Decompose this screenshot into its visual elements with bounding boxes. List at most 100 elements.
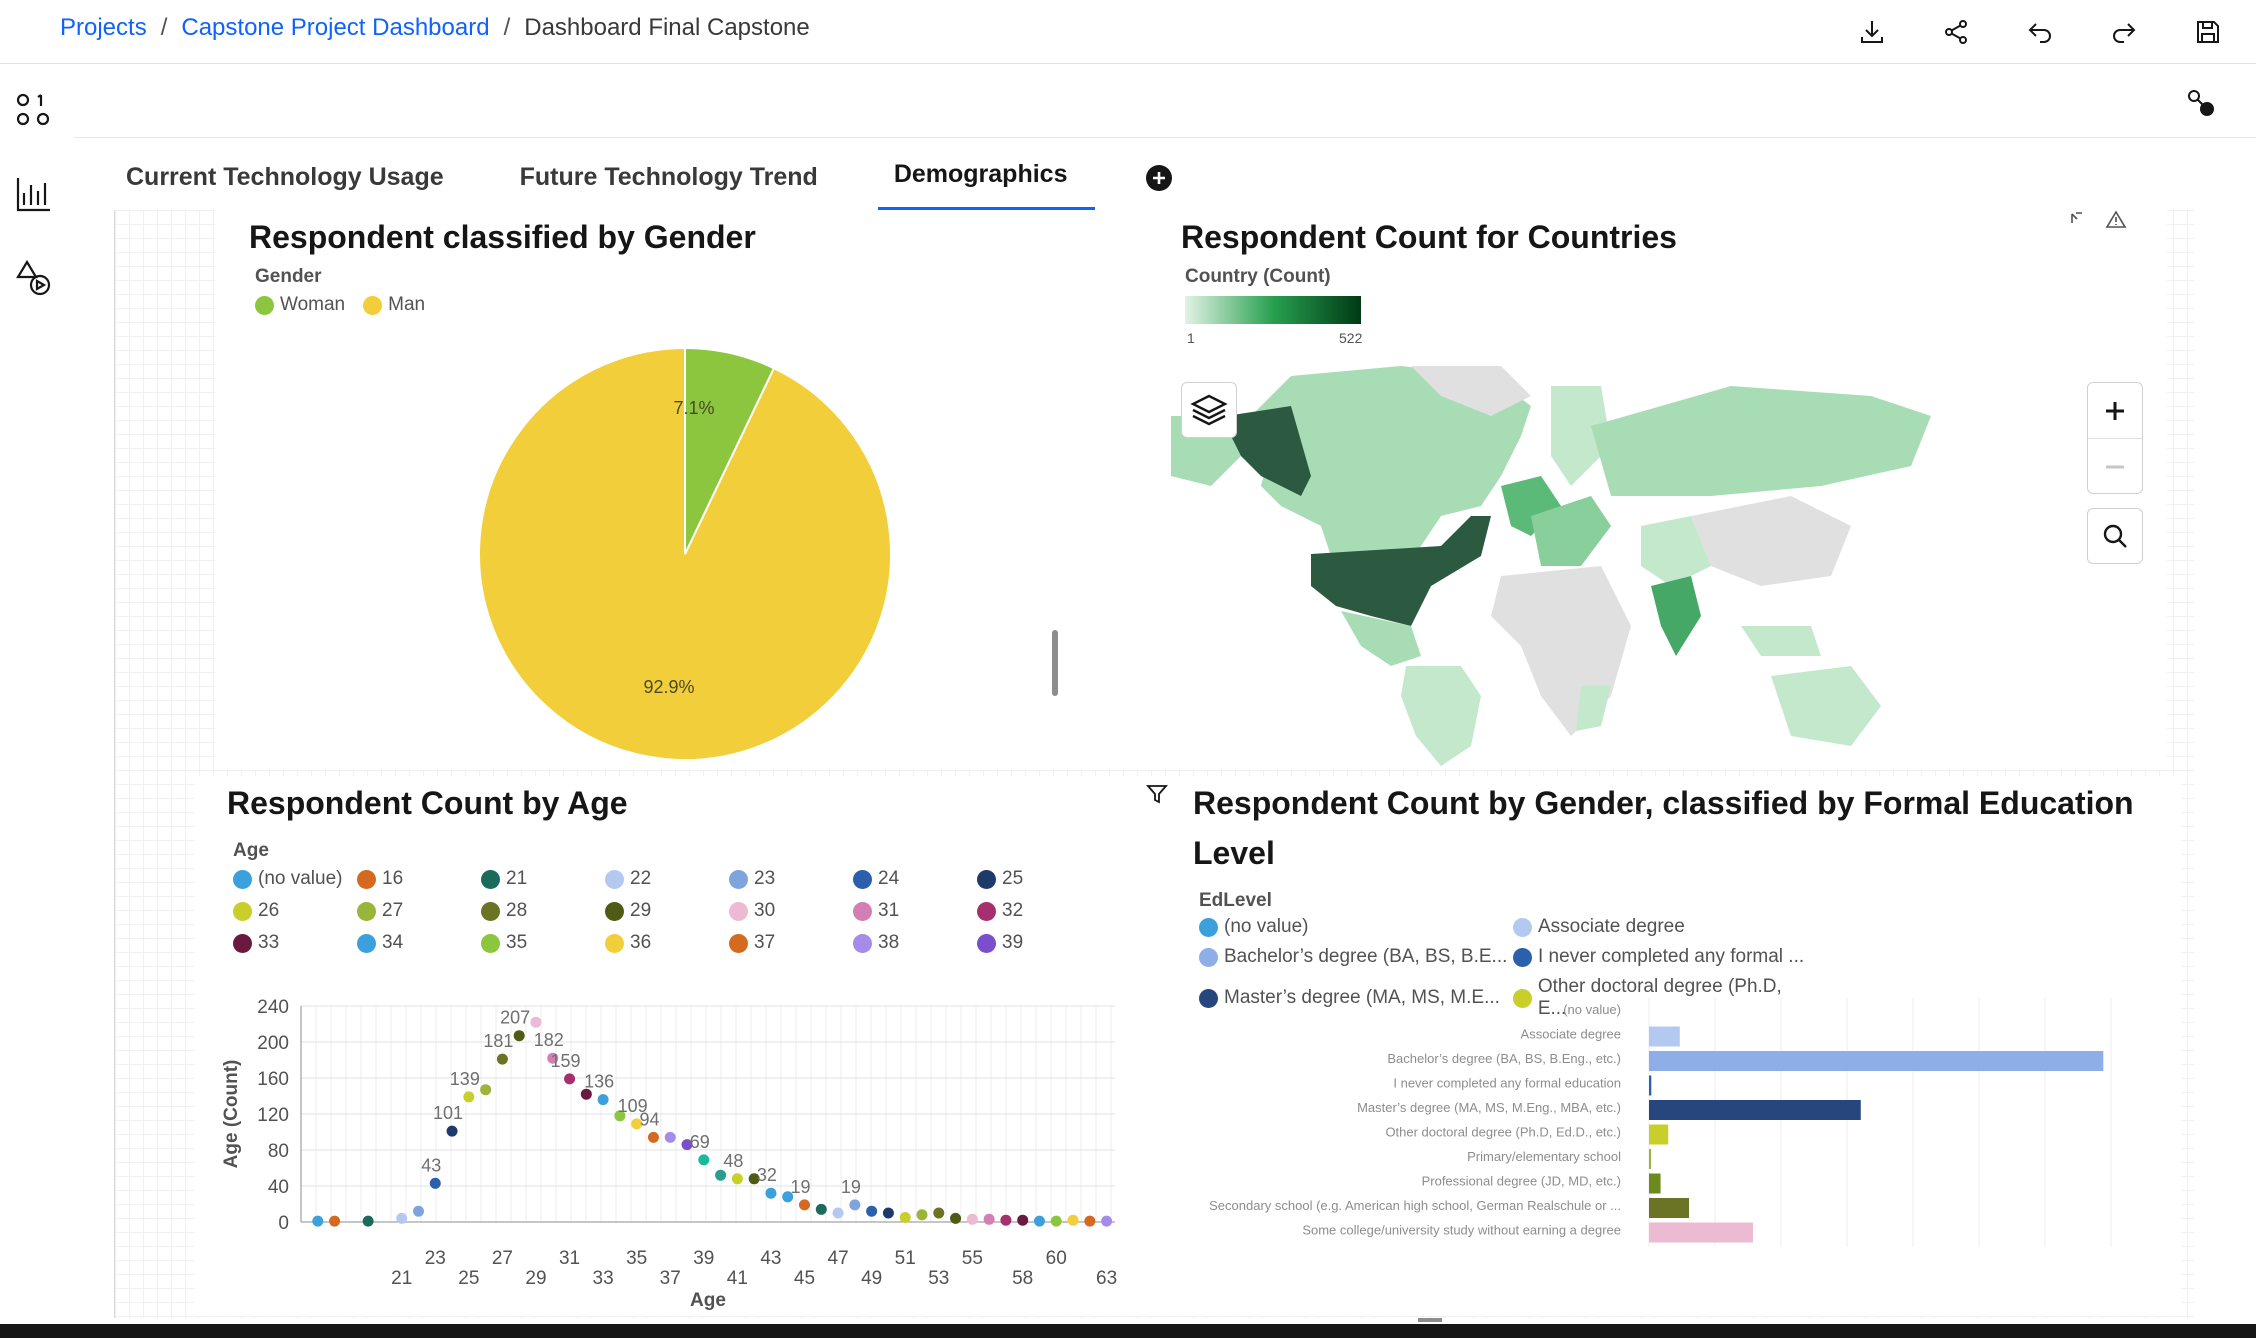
y-category-label: Associate degree [1521,1027,1621,1042]
legend-label: 39 [1002,932,1024,953]
legend-item[interactable]: 34 [357,932,403,954]
share-icon[interactable] [1938,14,1974,50]
legend-item[interactable]: 23 [729,868,775,890]
x-tick-label: 33 [593,1268,614,1289]
tab-demographics[interactable]: Demographics [877,146,1096,210]
layers-icon [1190,394,1228,426]
x-tick-label: 53 [928,1268,949,1289]
color-scale-bar [1185,296,1361,324]
legend-item[interactable]: 30 [729,900,775,922]
legend-item[interactable]: 38 [853,932,899,954]
scatter-point [664,1131,676,1143]
legend-item[interactable]: 37 [729,932,775,954]
scatter-point [1101,1215,1113,1227]
age-legend: (no value) 16 21 22 23 24 25 26 27 28 29 30 31 32 33 34… [233,868,1063,978]
legend-item[interactable]: 25 [977,868,1023,890]
x-tick-label: 35 [626,1248,647,1269]
legend-dot [481,901,500,921]
legend-dot [729,869,748,889]
properties-icon[interactable] [2186,88,2216,123]
add-tab-button[interactable] [1127,146,1191,210]
x-tick-label: 39 [693,1248,714,1269]
breadcrumb-dashboard-link[interactable]: Capstone Project Dashboard [181,14,490,41]
map-search-button[interactable] [2087,508,2143,564]
legend-item[interactable]: 39 [977,932,1023,954]
country-map-panel[interactable]: Respondent Count for Countries Country (… [1167,210,2167,770]
legend-item[interactable]: 29 [605,900,651,922]
legend-item[interactable]: Other doctoral degree (Ph.D, E... [1513,976,1813,1020]
y-category-label: Primary/elementary school [1467,1149,1621,1164]
legend-dot [255,295,274,315]
legend-item[interactable]: Woman [255,294,345,316]
legend-item[interactable]: I never completed any formal ... [1513,946,1813,968]
breadcrumb-projects-link[interactable]: Projects [60,14,147,41]
legend-item[interactable]: 24 [853,868,899,890]
resize-handle[interactable] [1418,1318,1442,1322]
y-category-label: Other doctoral degree (Ph.D, Ed.D., etc.… [1385,1125,1621,1140]
legend-item[interactable]: Bachelor’s degree (BA, BS, B.E... [1199,946,1513,968]
legend-item[interactable]: 28 [481,900,527,922]
bar [1649,1173,1661,1194]
gender-pie-panel[interactable]: Respondent classified by Gender Gender W… [215,210,1245,770]
breadcrumb: Projects / Capstone Project Dashboard / … [60,14,810,42]
filter-icon[interactable] [1145,782,1169,811]
zoom-out-button[interactable] [2088,439,2142,495]
legend-item[interactable]: Man [363,294,425,316]
legend-item[interactable]: 22 [605,868,651,890]
legend-item[interactable]: (no value) [1199,916,1513,938]
save-icon[interactable] [2190,14,2226,50]
breadcrumb-separator: / [503,14,511,41]
legend-dot [853,869,872,889]
data-fields-icon[interactable] [12,88,56,132]
legend-dot [481,933,500,953]
y-category-label: Secondary school (e.g. American high sch… [1209,1198,1621,1213]
world-map[interactable] [1171,366,2161,766]
legend-item[interactable]: 31 [853,900,899,922]
visualizations-icon[interactable] [12,172,56,216]
x-tick-label: 58 [1012,1268,1033,1289]
legend-scrollbar[interactable] [1052,630,1058,696]
legend-item[interactable]: 32 [977,900,1023,922]
legend-item[interactable]: 21 [481,868,527,890]
top-bar: Projects / Capstone Project Dashboard / … [0,0,2256,64]
legend-item[interactable]: 26 [233,900,279,922]
legend-item[interactable]: 33 [233,932,279,954]
country-russia [1591,386,1931,496]
country-greenland [1411,366,1531,416]
legend-label: 26 [258,900,280,921]
legend-label: Woman [280,294,346,315]
legend-label: 29 [630,900,652,921]
legend-item[interactable]: Associate degree [1513,916,1813,938]
legend-item[interactable]: (no value) [233,868,343,890]
legend-dot [605,901,624,921]
legend-label: 16 [382,868,404,889]
data-label: 32 [757,1165,777,1185]
legend-item[interactable]: 27 [357,900,403,922]
tab-current-technology-usage[interactable]: Current Technology Usage [126,163,444,191]
country-south-africa [1576,686,1611,731]
legend-dot [357,933,376,953]
legend-item[interactable]: 36 [605,932,651,954]
layers-button[interactable] [1181,382,1237,438]
gender-legend: Woman Man [255,294,425,316]
bottom-bar [0,1318,2256,1338]
legend-item[interactable]: 35 [481,932,527,954]
tab-future-technology-trend[interactable]: Future Technology Trend [519,163,818,191]
widgets-icon[interactable] [12,256,56,300]
education-bar-panel[interactable]: Respondent Count by Gender, classified b… [1181,776,2181,1316]
scatter-point [782,1191,794,1203]
country-mexico [1341,611,1421,666]
age-scatter-panel[interactable]: Respondent Count by Age Age (no value) 16… [195,630,1195,1316]
scatter-point [429,1177,441,1189]
undo-icon[interactable] [2022,14,2058,50]
y-category-label: Professional degree (JD, MD, etc.) [1422,1174,1621,1189]
download-icon[interactable] [1854,14,1890,50]
legend-label: I never completed any formal ... [1538,946,1805,967]
x-tick-label: 31 [559,1248,580,1269]
x-tick-label: 45 [794,1268,815,1289]
scatter-point [463,1091,475,1103]
legend-item[interactable]: Master’s degree (MA, MS, M.E... [1199,976,1513,1020]
legend-item[interactable]: 16 [357,868,403,890]
redo-icon[interactable] [2106,14,2142,50]
zoom-in-button[interactable] [2088,383,2142,439]
